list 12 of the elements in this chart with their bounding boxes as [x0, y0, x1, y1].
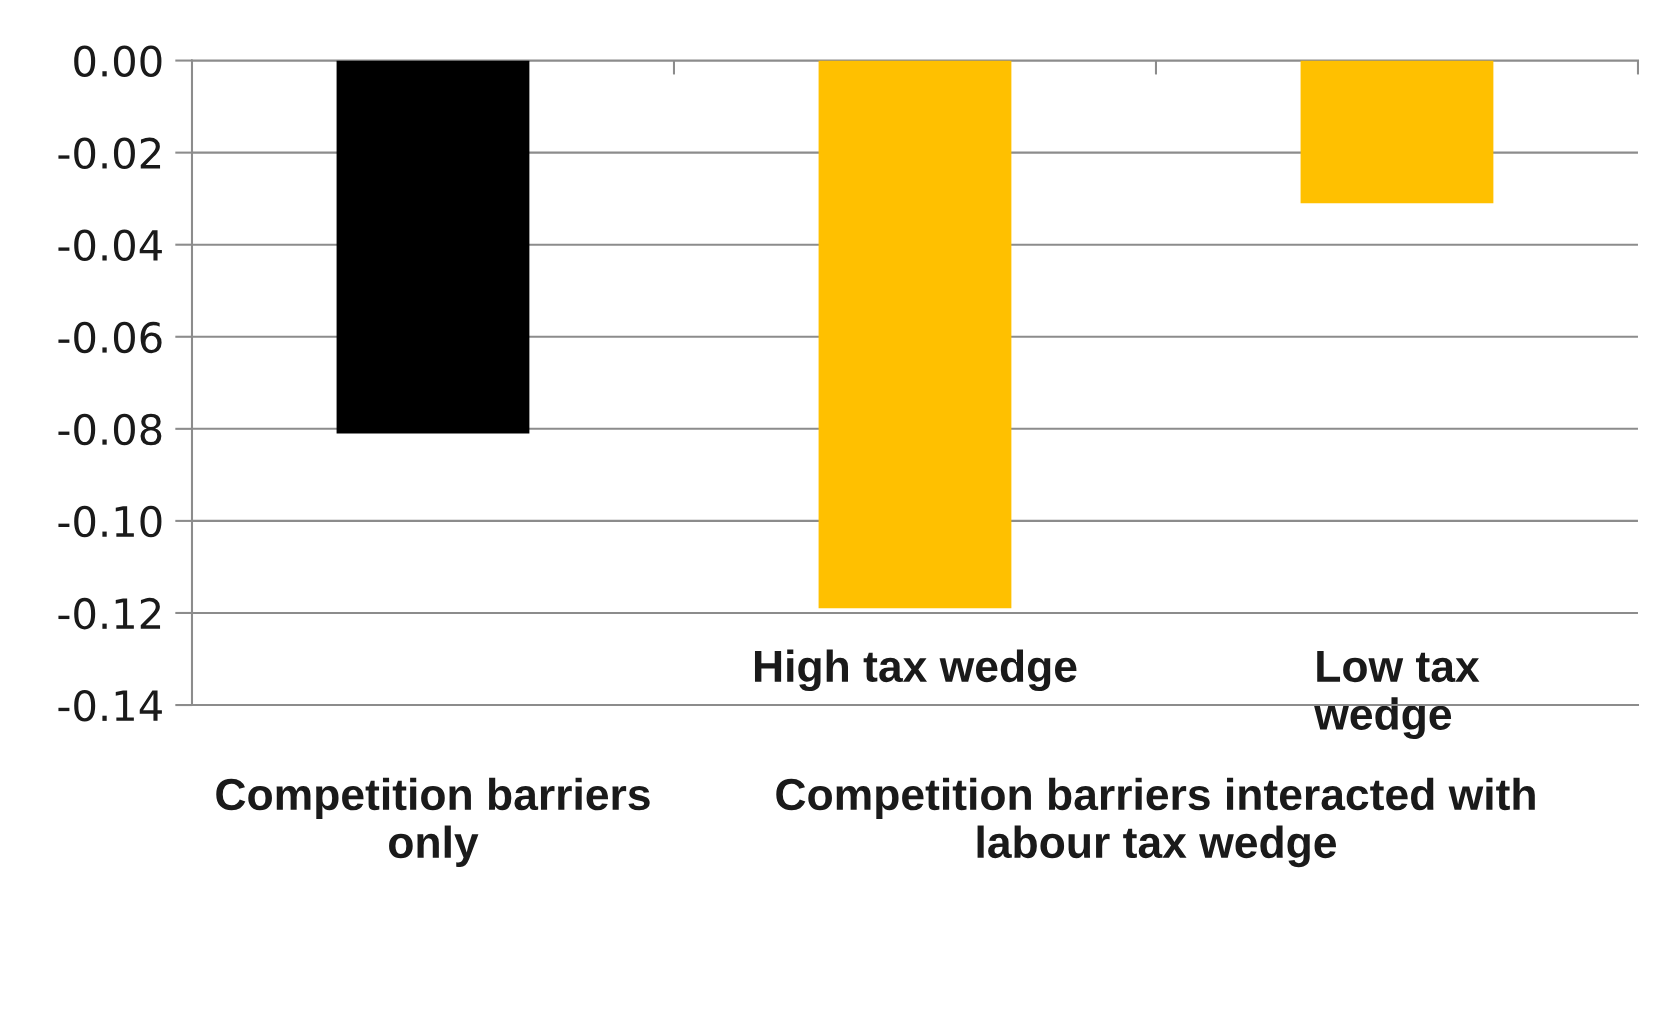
text: Competition barriers interacted with labour tax wedge	[776, 777, 1535, 868]
y-tick-label: -0.08	[58, 413, 162, 446]
text: Competition barriers only	[216, 777, 650, 867]
y-tick-label: -0.10	[58, 505, 162, 538]
y-tick-label: -0.02	[58, 137, 161, 170]
x-tick-label: Low tax wedge	[1314, 651, 1480, 739]
y-tick-label: -0.14	[58, 689, 162, 722]
y-tick-label: -0.06	[58, 321, 162, 354]
y-tick-label: -0.12	[58, 597, 161, 630]
x-tick-label: High tax wedge	[754, 649, 1077, 692]
y-tick-label: 0.00	[74, 45, 162, 77]
y-tick-label: -0.04	[58, 229, 162, 262]
